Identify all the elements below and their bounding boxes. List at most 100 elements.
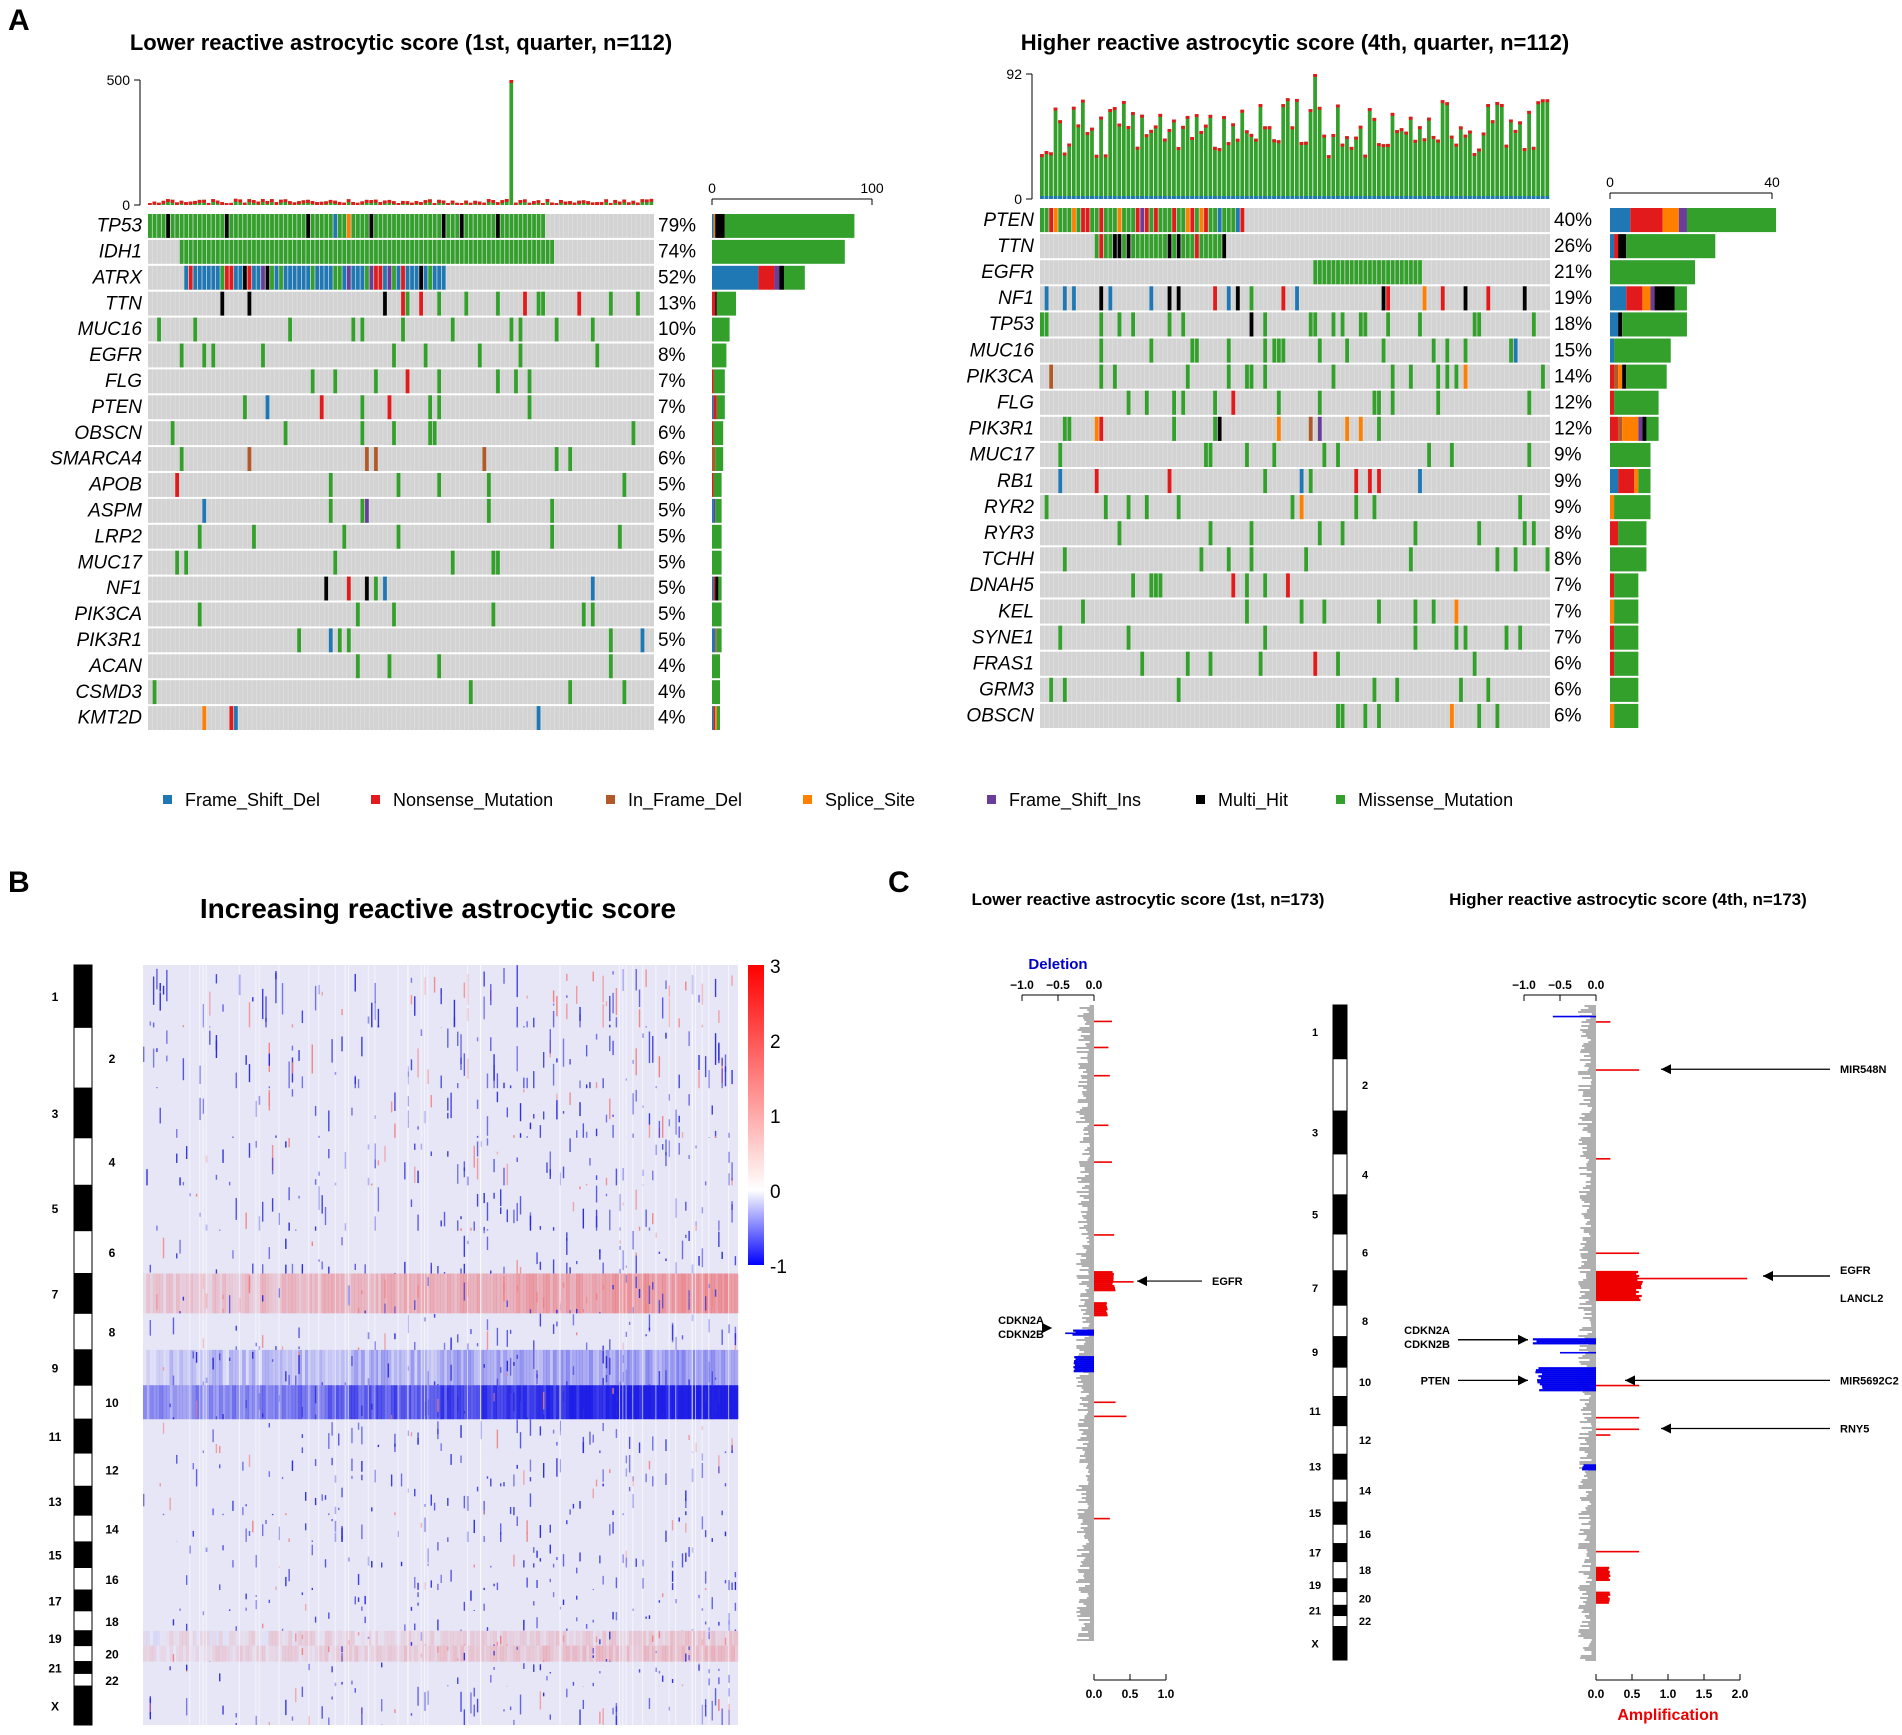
heatmap-streak [539, 1691, 542, 1710]
heatmap-streak [195, 1469, 198, 1487]
mutation-cell [1399, 260, 1404, 285]
count-bar-segment [712, 473, 714, 497]
heatmap-streak [539, 1261, 542, 1270]
mutation-cell [369, 239, 374, 264]
heatmap-streak [351, 1107, 353, 1116]
heatmap-streak [612, 992, 614, 1014]
heatmap-streak [331, 1518, 333, 1522]
heatmap-block [516, 1645, 521, 1662]
heatmap-block [338, 1645, 342, 1662]
heatmap-streak [361, 1524, 363, 1540]
tmb-bar-top [152, 201, 157, 205]
heatmap-streak [612, 1611, 614, 1620]
heatmap-block [645, 1273, 650, 1314]
baseline-bar [1079, 1113, 1094, 1115]
mutation-cell [391, 602, 396, 627]
heatmap-block [420, 1645, 425, 1662]
baseline-bar [1089, 1143, 1094, 1145]
heatmap-block [417, 1645, 421, 1662]
heatmap-block [599, 1385, 603, 1420]
heatmap-block [288, 1645, 293, 1662]
heatmap-streak [678, 1126, 680, 1138]
tmb-bar-base [1094, 196, 1099, 199]
baseline-bar [1076, 1581, 1094, 1583]
mutation-cell [522, 239, 527, 264]
baseline-bar [1081, 1553, 1094, 1555]
heatmap-block [338, 1385, 342, 1420]
heatmap-block [262, 1645, 266, 1662]
heatmap-streak [262, 988, 264, 1020]
tmb-bar-top [157, 202, 161, 205]
heatmap-streak [635, 1189, 637, 1210]
heatmap-block [377, 1645, 382, 1662]
heatmap-block [143, 1273, 147, 1314]
heatmap-streak [602, 1377, 604, 1386]
heatmap-block [619, 1273, 623, 1314]
heatmap-streak [704, 1296, 707, 1311]
heatmap-block [622, 1645, 626, 1662]
mutation-cell [1281, 286, 1286, 311]
heatmap-block [685, 1385, 689, 1420]
baseline-bar [1578, 1123, 1596, 1125]
heatmap-streak [609, 995, 611, 1022]
heatmap-block [704, 1385, 709, 1420]
heatmap-block [222, 1385, 226, 1420]
tmb-bar-base [1381, 196, 1386, 199]
heatmap-block [179, 1385, 183, 1420]
heatmap-streak [265, 1519, 267, 1524]
mutation-cell [301, 214, 306, 238]
chromosome-label: 22 [1359, 1616, 1371, 1628]
gene-label: TTN [105, 293, 142, 314]
baseline-bar [1583, 1091, 1596, 1093]
tmb-bar [1413, 139, 1418, 199]
heatmap-streak [519, 1432, 522, 1449]
heatmap-streak [509, 1085, 512, 1089]
mutation-cell [1317, 521, 1322, 546]
mutation-cell [351, 265, 356, 290]
heatmap-streak [156, 1225, 158, 1231]
heatmap-streak [291, 1716, 294, 1721]
heatmap-block [483, 1645, 488, 1662]
baseline-bar [1583, 1055, 1596, 1057]
heatmap-streak [602, 1345, 604, 1350]
heatmap-block [252, 1385, 256, 1420]
heatmap-streak [688, 1547, 690, 1557]
mutation-cell [590, 602, 595, 627]
tmb-bar-top [432, 203, 437, 205]
mutation-cell [378, 265, 383, 290]
heatmap-block [298, 1273, 302, 1314]
gene-label: PIK3CA [74, 604, 142, 625]
heatmap-streak [417, 1170, 419, 1184]
heatmap-streak [295, 1633, 297, 1642]
tmb-bar-top [1213, 146, 1217, 150]
heatmap-block [192, 1630, 197, 1646]
heatmap-block [354, 1385, 359, 1420]
legend-swatch [1196, 795, 1205, 804]
tmb-bar-top [288, 201, 292, 205]
baseline-bar [1582, 1129, 1596, 1131]
heatmap-streak [572, 1681, 575, 1686]
count-bar-segment [1614, 625, 1639, 650]
baseline-bar [1578, 1167, 1596, 1169]
heatmap-block [347, 1385, 352, 1420]
heatmap-streak [414, 1143, 416, 1150]
mutation-cell [202, 498, 207, 523]
mutation-cell [1058, 442, 1063, 467]
baseline-bar [1078, 1305, 1094, 1307]
heatmap-block [638, 1273, 643, 1314]
mutation-cell [292, 214, 297, 238]
heatmap-streak [361, 1036, 363, 1057]
heatmap-block [288, 1273, 293, 1314]
baseline-bar [1077, 1101, 1094, 1103]
heatmap-streak [605, 1375, 608, 1383]
baseline-bar [1076, 1555, 1094, 1557]
baseline-bar [1080, 1309, 1094, 1311]
heatmap-streak [661, 1413, 664, 1417]
tmb-bar [1468, 130, 1472, 199]
amp-bar [1094, 1304, 1107, 1307]
heatmap-streak [311, 1044, 313, 1074]
tmb-bar [1463, 134, 1468, 199]
heatmap-block [255, 1630, 259, 1646]
heatmap-block [589, 1273, 593, 1314]
heatmap-block [328, 1630, 332, 1646]
